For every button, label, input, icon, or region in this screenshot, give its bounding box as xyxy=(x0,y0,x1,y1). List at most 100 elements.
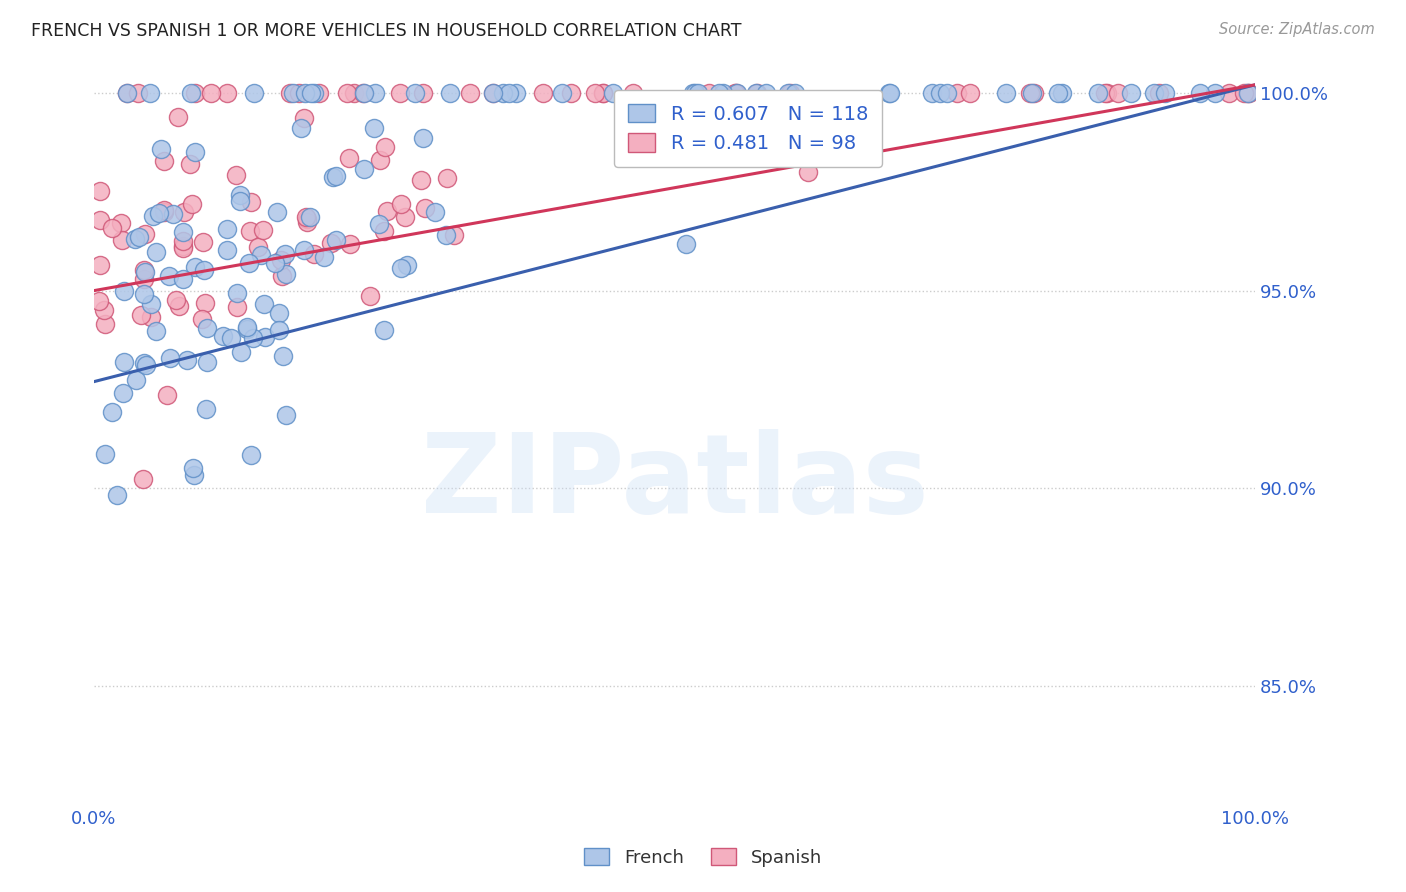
Point xyxy=(236,322,259,336)
Point xyxy=(219,331,242,345)
Point xyxy=(1218,86,1240,100)
Point xyxy=(229,344,252,359)
Point xyxy=(621,86,644,100)
Point xyxy=(339,237,361,252)
Point xyxy=(281,86,304,100)
Point xyxy=(278,86,301,100)
Point xyxy=(128,230,150,244)
Point xyxy=(551,86,574,100)
Point xyxy=(246,240,269,254)
Point xyxy=(153,153,176,168)
Point xyxy=(498,86,520,100)
Point xyxy=(458,86,481,100)
Point xyxy=(124,232,146,246)
Point xyxy=(134,271,156,285)
Point xyxy=(94,447,117,461)
Point xyxy=(115,86,138,100)
Point xyxy=(592,86,614,100)
Point xyxy=(288,86,311,100)
Point xyxy=(139,310,162,324)
Point xyxy=(267,306,290,320)
Point xyxy=(353,161,375,176)
Point xyxy=(145,325,167,339)
Point xyxy=(373,140,395,154)
Point xyxy=(181,460,204,475)
Point xyxy=(243,86,266,100)
Point xyxy=(682,86,704,100)
Point xyxy=(412,86,434,100)
Point xyxy=(413,201,436,215)
Point xyxy=(110,216,132,230)
Point xyxy=(267,323,290,337)
Point xyxy=(134,227,156,242)
Point xyxy=(373,224,395,238)
Point xyxy=(929,86,952,100)
Point xyxy=(226,285,249,300)
Point xyxy=(423,205,446,219)
Point xyxy=(191,235,214,249)
Point xyxy=(505,86,527,100)
Point xyxy=(409,173,432,187)
Point xyxy=(1046,86,1069,100)
Point xyxy=(352,86,374,100)
Point xyxy=(101,221,124,235)
Point xyxy=(129,308,152,322)
Point xyxy=(173,204,195,219)
Point xyxy=(183,145,205,159)
Text: ZIPatlas: ZIPatlas xyxy=(420,429,928,536)
Point xyxy=(602,86,624,100)
Point xyxy=(292,112,315,126)
Point xyxy=(236,320,259,334)
Point xyxy=(242,331,264,345)
Point xyxy=(184,260,207,274)
Point xyxy=(946,86,969,100)
Point xyxy=(675,237,697,252)
Point xyxy=(183,467,205,482)
Point xyxy=(363,121,385,136)
Point xyxy=(253,297,276,311)
Point xyxy=(111,386,134,401)
Point xyxy=(1019,86,1042,100)
Point xyxy=(312,250,335,264)
Point xyxy=(294,210,316,224)
Point xyxy=(724,86,747,100)
Point xyxy=(290,120,312,135)
Point xyxy=(412,130,434,145)
Point xyxy=(264,256,287,270)
Point xyxy=(89,212,111,227)
Point xyxy=(195,321,218,335)
Point xyxy=(745,86,768,100)
Point xyxy=(105,488,128,502)
Legend: R = 0.607   N = 118, R = 0.481   N = 98: R = 0.607 N = 118, R = 0.481 N = 98 xyxy=(614,90,882,167)
Point xyxy=(193,263,215,277)
Point xyxy=(172,239,194,253)
Point xyxy=(394,210,416,224)
Point xyxy=(89,184,111,198)
Point xyxy=(172,226,194,240)
Point xyxy=(482,86,505,100)
Point xyxy=(683,96,706,111)
Point xyxy=(375,203,398,218)
Point xyxy=(1121,86,1143,100)
Point xyxy=(172,234,194,248)
Text: Source: ZipAtlas.com: Source: ZipAtlas.com xyxy=(1219,22,1375,37)
Point xyxy=(1107,86,1129,100)
Point xyxy=(439,86,461,100)
Point xyxy=(936,86,959,100)
Point xyxy=(725,86,748,100)
Point xyxy=(134,263,156,277)
Point xyxy=(194,401,217,416)
Point xyxy=(711,86,734,100)
Point xyxy=(159,351,181,365)
Point xyxy=(101,405,124,419)
Point xyxy=(111,233,134,247)
Point xyxy=(217,243,239,257)
Point xyxy=(921,86,943,100)
Point xyxy=(531,86,554,100)
Point xyxy=(200,86,222,100)
Point xyxy=(271,350,294,364)
Point xyxy=(127,86,149,100)
Point xyxy=(343,86,366,100)
Point xyxy=(115,86,138,100)
Point xyxy=(1094,86,1116,100)
